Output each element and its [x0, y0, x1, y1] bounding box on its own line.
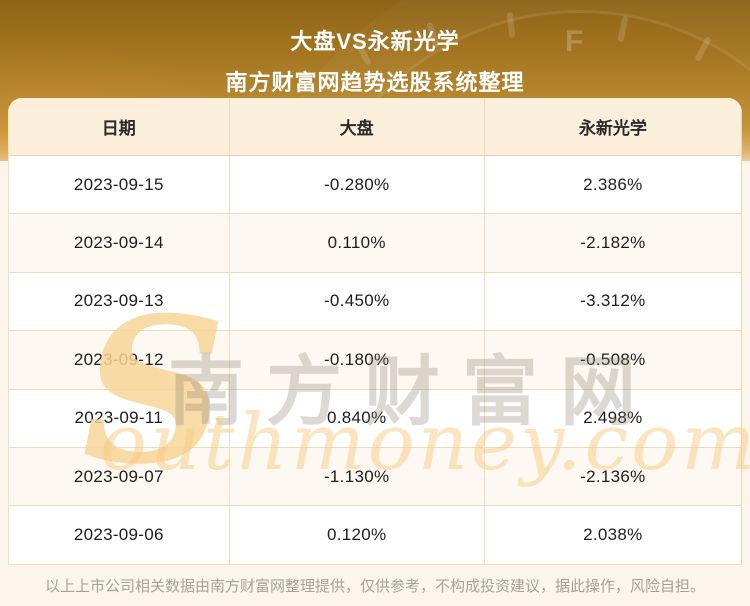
date-cell: 2023-09-14 — [73, 233, 164, 253]
table-row: 2023-09-15 -0.280% 2.386% — [9, 156, 741, 215]
market-change-cell: 0.110% — [228, 214, 485, 272]
market-change-cell: -0.280% — [228, 156, 485, 214]
disclaimer-text: 以上上市公司相关数据由南方财富网整理提供，仅供参考，不构成投资建议，据此操作，风… — [44, 578, 705, 595]
date-cell: 2023-09-13 — [73, 291, 164, 311]
stock-change-cell: -0.508% — [580, 349, 646, 369]
market-change-cell: -0.450% — [228, 272, 485, 331]
stock-change-cell: -2.136% — [580, 466, 646, 486]
page-title: 大盘VS永新光学 — [290, 29, 460, 54]
market-change-cell: -0.180% — [228, 331, 485, 389]
market-change-cell: 0.840% — [228, 389, 485, 447]
table-row: 2023-09-11 0.840% 2.498% — [9, 389, 741, 448]
stock-change-cell: 2.498% — [583, 408, 643, 428]
market-change-cell: 0.120% — [228, 506, 485, 564]
stock-change-cell: -2.182% — [580, 233, 646, 253]
header-market: 大盘 — [228, 98, 485, 155]
page-subtitle: 南方财富网趋势选股系统整理 — [225, 70, 525, 95]
table-row: 2023-09-06 0.120% 2.038% — [9, 506, 741, 565]
date-cell: 2023-09-12 — [73, 349, 164, 369]
table-row: 2023-09-12 -0.180% -0.508% — [9, 331, 741, 390]
header-stock: 永新光学 — [578, 119, 647, 138]
date-cell: 2023-09-06 — [73, 525, 164, 545]
header-date: 日期 — [101, 119, 136, 138]
date-cell: 2023-09-11 — [74, 408, 164, 428]
table-row: 2023-09-07 -1.130% -2.136% — [9, 447, 741, 507]
stock-change-cell: 2.386% — [583, 174, 643, 194]
table-row: 2023-09-14 0.110% -2.182% — [9, 214, 741, 273]
stock-change-cell: -3.312% — [580, 291, 646, 311]
table-row: 2023-09-13 -0.450% -3.312% — [9, 272, 741, 332]
stock-change-cell: 2.038% — [583, 525, 643, 545]
date-cell: 2023-09-15 — [73, 174, 164, 194]
data-table: 日期 大盘 永新光学 2023-09-15 -0.280% 2.386% 202… — [8, 98, 742, 565]
gauge-letter-decoration: F — [565, 25, 584, 58]
market-change-cell: -1.130% — [228, 447, 485, 506]
table-header-row: 日期 大盘 永新光学 — [9, 98, 741, 156]
title-block: 大盘VS永新光学 南方财富网趋势选股系统整理 — [0, 24, 750, 97]
date-cell: 2023-09-07 — [73, 466, 164, 486]
